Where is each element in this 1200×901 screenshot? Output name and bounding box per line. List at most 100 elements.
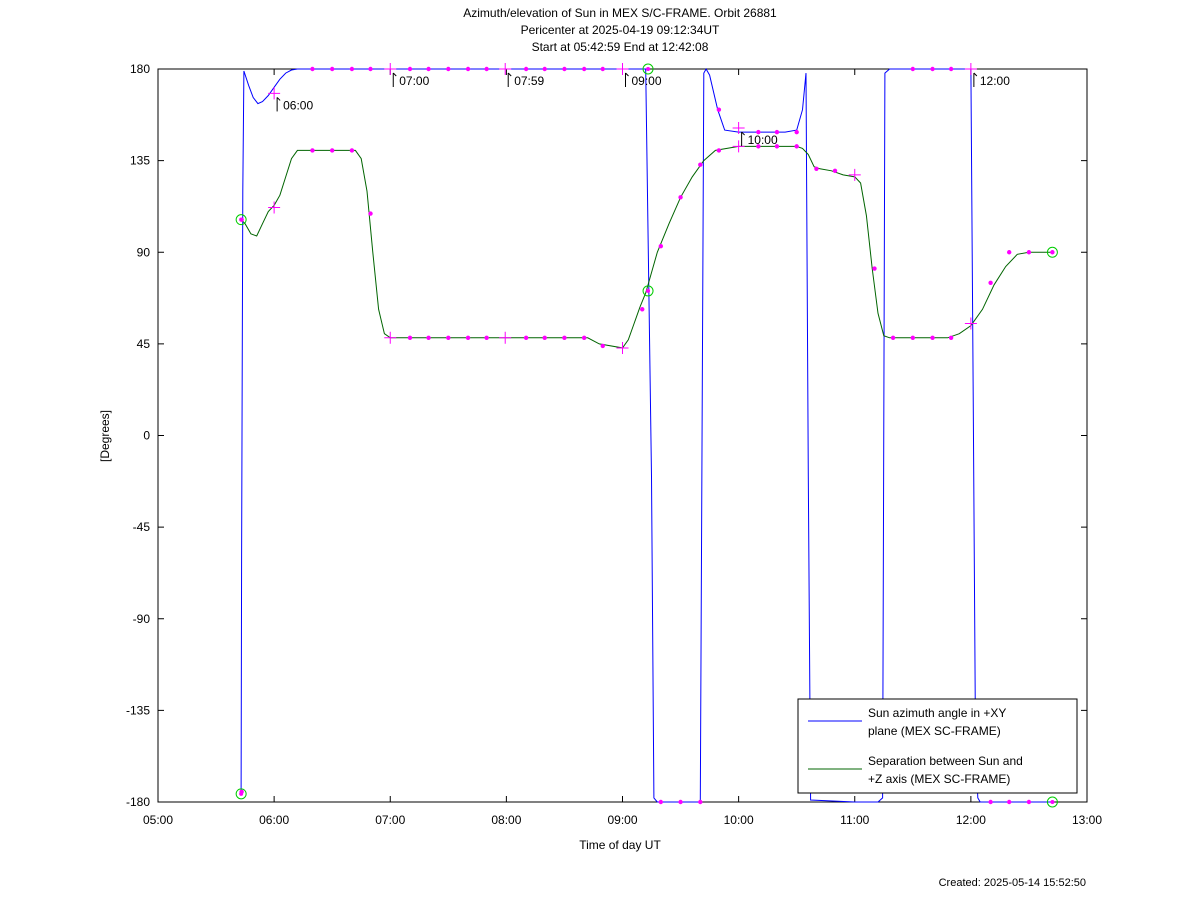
azimuth-cross xyxy=(499,63,512,75)
legend-box xyxy=(797,698,1078,794)
azimuth-cross xyxy=(732,122,745,135)
annotation-tick-hook xyxy=(973,72,978,77)
separation-circle xyxy=(642,285,654,297)
separation-dot xyxy=(988,280,993,285)
azimuth-dot xyxy=(1006,799,1012,805)
azimuth-dot xyxy=(600,66,605,72)
azimuth-cross xyxy=(616,63,629,75)
separation-cross xyxy=(732,140,745,153)
separation-dot xyxy=(600,343,605,349)
azimuth-dot xyxy=(542,66,547,72)
separation-dot xyxy=(329,148,335,153)
x-tick-label: 10:00 xyxy=(724,813,754,827)
azimuth-dot xyxy=(368,66,373,72)
y-tick-label: 180 xyxy=(130,62,150,76)
time-annotations: 06:00 07:00 07:59 09:00 10:00 12:00 xyxy=(276,72,1010,147)
annotation-tick-hook xyxy=(625,72,629,77)
annotation-label: 10:00 xyxy=(748,133,778,147)
y-tick-label: -90 xyxy=(133,612,151,626)
x-tick-label: 07:00 xyxy=(375,813,405,827)
y-tick-label: 90 xyxy=(137,245,151,259)
annotation-label: 09:00 xyxy=(632,74,662,88)
separation-dot xyxy=(484,335,489,340)
azimuth-cross xyxy=(268,87,281,100)
azimuth-circle xyxy=(1046,796,1058,808)
separation-dot xyxy=(658,243,664,249)
azimuth-dot xyxy=(446,66,451,72)
x-tick-label: 13:00 xyxy=(1072,813,1102,827)
separation-dot xyxy=(678,195,683,200)
x-tick-label: 09:00 xyxy=(607,813,637,827)
separation-dot xyxy=(640,307,645,312)
y-tick-label: 135 xyxy=(130,154,150,168)
separation-dot xyxy=(426,335,431,340)
series-markers xyxy=(235,63,1058,808)
separation-dot xyxy=(446,335,451,340)
plot-border xyxy=(157,68,1088,803)
azimuth-dot xyxy=(678,799,683,805)
separation-dot xyxy=(698,162,703,167)
separation-cross xyxy=(268,201,281,214)
separation-dot xyxy=(774,144,780,149)
separation-dot xyxy=(349,148,355,153)
y-tick-label: -45 xyxy=(133,520,151,534)
azimuth-dot xyxy=(910,66,916,72)
annotation-tick-hook xyxy=(741,131,745,136)
x-axis-label: Time of day UT xyxy=(579,838,661,852)
azimuth-dot xyxy=(774,129,780,135)
azimuth-dot xyxy=(465,66,471,72)
separation-cross xyxy=(499,331,512,344)
y-tick-label: 0 xyxy=(143,429,150,443)
separation-dot xyxy=(310,148,315,153)
azimuth-dot xyxy=(794,129,799,135)
azimuth-dot xyxy=(948,66,954,72)
separation-dot xyxy=(562,335,567,340)
separation-dot xyxy=(368,211,373,216)
separation-cross xyxy=(384,331,397,344)
separation-circle-dot xyxy=(646,288,651,293)
separation-dot xyxy=(814,166,819,171)
azimuth-dot xyxy=(930,66,935,72)
separation-dot xyxy=(910,335,916,340)
x-tick-label: 08:00 xyxy=(491,813,521,827)
x-tick-label: 05:00 xyxy=(143,813,173,827)
separation-circle xyxy=(1046,246,1058,258)
annotation-label: 07:00 xyxy=(399,74,429,88)
azimuth-circle-dot xyxy=(239,791,244,796)
separation-cross xyxy=(616,341,629,354)
legend: Sun azimuth angle in +XY plane (MEX SC-FR… xyxy=(797,698,1078,794)
separation-line xyxy=(240,145,1053,349)
series-lines xyxy=(240,67,1053,803)
azimuth-dot xyxy=(988,799,993,805)
separation-dot xyxy=(890,335,896,340)
azimuth-dot xyxy=(310,66,315,72)
separation-dot xyxy=(407,335,413,340)
separation-dot xyxy=(930,335,935,340)
legend-label-2: +Z axis (MEX SC-FRAME) xyxy=(868,772,1010,786)
separation-dot xyxy=(581,335,587,340)
legend-label-1: plane (MEX SC-FRAME) xyxy=(868,724,1001,738)
azimuth-dot xyxy=(562,66,567,72)
plot-frame xyxy=(157,68,1088,803)
azimuth-line xyxy=(240,67,1053,803)
chart-title-line-3: Start at 05:42:59 End at 12:42:08 xyxy=(532,40,709,54)
annotation-tick-hook xyxy=(507,72,512,77)
azimuth-dot xyxy=(407,66,413,72)
x-tick-label: 12:00 xyxy=(956,813,986,827)
azimuth-circle-dot xyxy=(646,67,651,71)
azimuth-circle xyxy=(642,63,654,75)
separation-circle-dot xyxy=(239,217,244,222)
azimuth-dot xyxy=(658,799,664,805)
azimuth-dot xyxy=(1026,799,1032,805)
separation-dot xyxy=(872,266,877,271)
chart-title-line-1: Azimuth/elevation of Sun in MEX S/C-FRAM… xyxy=(463,6,777,20)
annotation-tick-hook xyxy=(276,97,281,101)
legend-label-2: Separation between Sun and xyxy=(868,754,1023,768)
separation-cross xyxy=(964,317,977,330)
axis-ticks: 05:00 06:00 07:00 08:00 09:00 10:00 11:00 12:00… xyxy=(126,62,1102,827)
separation-dot xyxy=(716,148,722,153)
separation-dot xyxy=(1026,250,1032,255)
created-timestamp: Created: 2025-05-14 15:52:50 xyxy=(938,877,1086,889)
azimuth-dot xyxy=(349,66,355,72)
